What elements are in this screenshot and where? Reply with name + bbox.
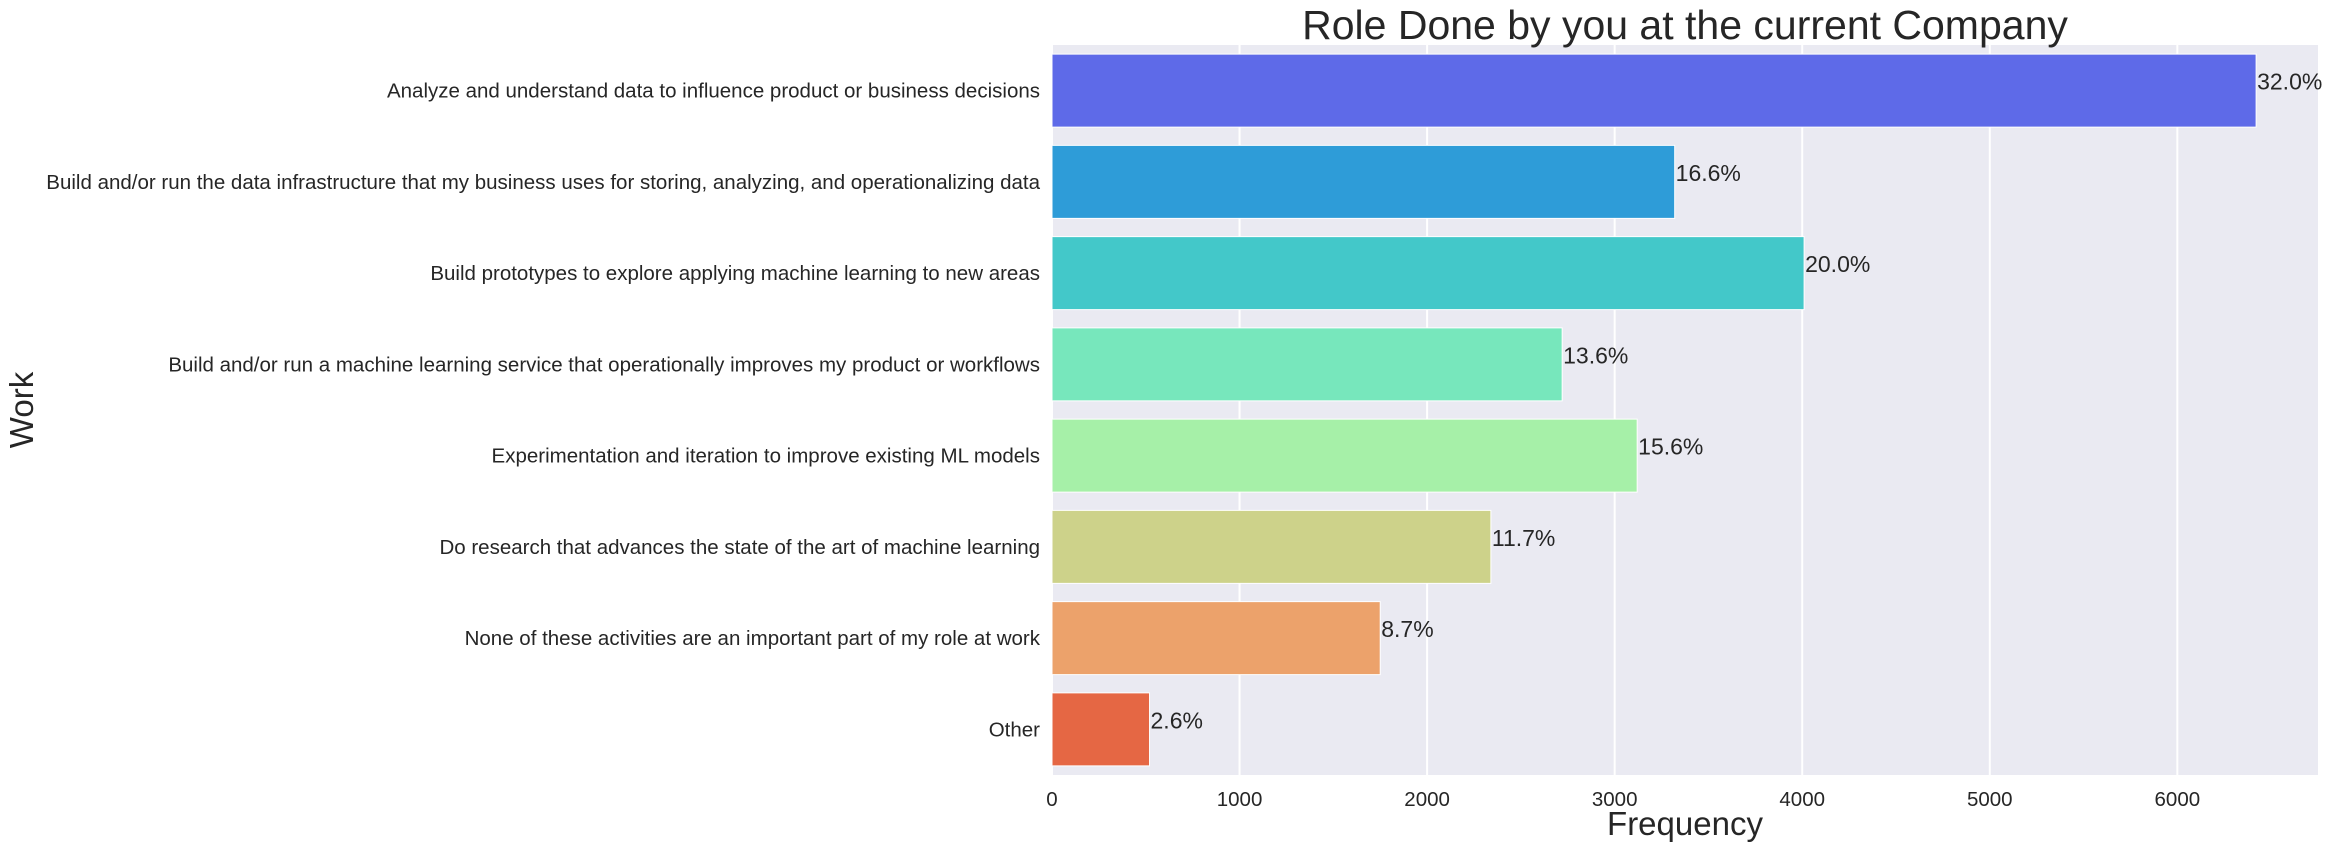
x-tick-label: 0 (1046, 788, 1057, 811)
category-label: Build prototypes to explore applying mac… (430, 262, 1040, 285)
data-label: 20.0% (1805, 251, 1870, 277)
category-label: Build and/or run a machine learning serv… (168, 353, 1040, 376)
data-label: 32.0% (2257, 69, 2322, 95)
bar (1051, 327, 1563, 402)
x-tick-label: 4000 (1779, 788, 1825, 811)
chart-title: Role Done by you at the current Company (1302, 2, 2068, 48)
category-label: Experimentation and iteration to improve… (492, 445, 1040, 468)
data-label: 13.6% (1563, 342, 1628, 368)
bar (1051, 692, 1151, 767)
x-tick-label: 3000 (1592, 788, 1638, 811)
data-label: 8.7% (1381, 616, 1433, 642)
x-tick-label: 1000 (1217, 788, 1263, 811)
data-label: 2.6% (1151, 707, 1203, 733)
bar (1051, 236, 1805, 311)
category-label: Do research that advances the state of t… (439, 536, 1040, 559)
bar (1051, 144, 1676, 219)
x-tick-label: 2000 (1404, 788, 1450, 811)
bar (1051, 601, 1381, 676)
bars (1051, 53, 2257, 767)
data-label: 16.6% (1676, 160, 1741, 186)
bar (1051, 509, 1492, 584)
category-label: Analyze and understand data to influence… (387, 80, 1040, 103)
x-tick-label: 6000 (2155, 788, 2201, 811)
category-label: Build and/or run the data infrastructure… (46, 171, 1040, 194)
x-tick-labels: 0 1000 2000 3000 4000 5000 6000 (1046, 788, 2200, 811)
data-labels: 32.0% 16.6% 20.0% 13.6% 15.6% 11.7% 8.7% 2.6% (1151, 69, 2323, 734)
x-tick-label: 5000 (1967, 788, 2013, 811)
data-label: 15.6% (1638, 434, 1703, 460)
bar (1051, 418, 1638, 493)
category-label: Other (989, 718, 1040, 741)
y-axis-title: Work (3, 371, 40, 448)
category-label: None of these activities are an importan… (465, 627, 1041, 650)
bar (1051, 53, 2257, 128)
category-labels: Analyze and understand data to influence… (46, 80, 1040, 742)
data-label: 11.7% (1492, 525, 1556, 551)
x-axis-title: Frequency (1607, 805, 1763, 842)
